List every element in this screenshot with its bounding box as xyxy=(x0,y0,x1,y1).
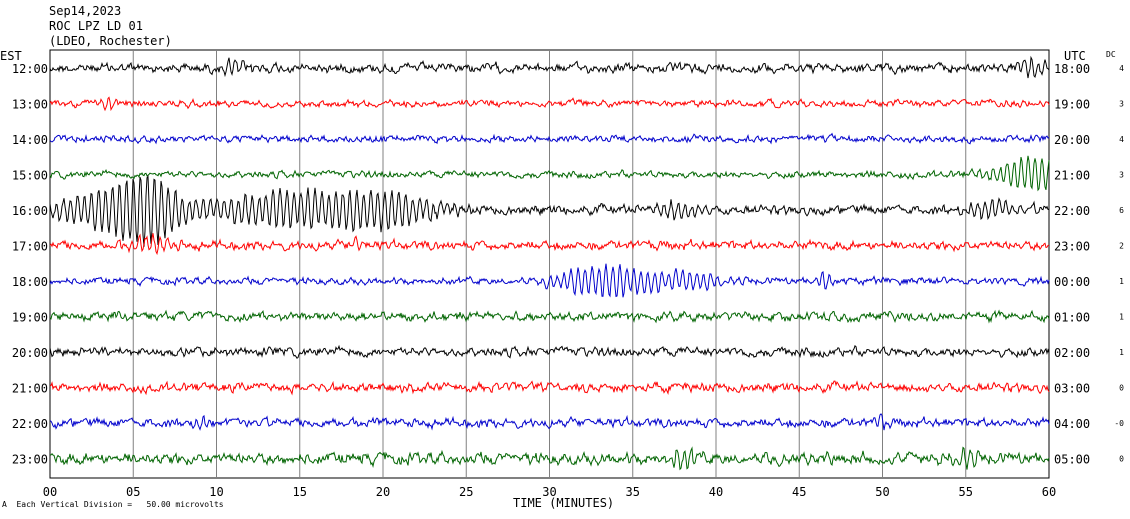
x-tick-label: 30 xyxy=(542,485,556,499)
dc-axis-title: DC xyxy=(1106,50,1116,59)
x-tick-label: 55 xyxy=(959,485,973,499)
utc-time-label: 03:00 xyxy=(1054,382,1090,396)
utc-time-label: 22:00 xyxy=(1054,204,1090,218)
x-tick-label: 60 xyxy=(1042,485,1056,499)
dc-offset-label: 2 xyxy=(1119,242,1124,251)
trace-line xyxy=(49,233,1050,256)
utc-time-label: 20:00 xyxy=(1054,133,1090,147)
utc-time-label: 18:00 xyxy=(1054,62,1090,76)
x-axis-label: TIME (MINUTES) xyxy=(513,496,614,510)
est-time-label: 14:00 xyxy=(12,133,48,147)
est-time-label: 15:00 xyxy=(12,169,48,183)
x-tick-label: 05 xyxy=(126,485,140,499)
trace-line xyxy=(49,55,1050,79)
dc-offset-label: 3 xyxy=(1119,100,1124,109)
trace-line xyxy=(49,155,1050,192)
trace-line xyxy=(49,132,1050,145)
trace-line xyxy=(49,380,1050,396)
est-time-label: 19:00 xyxy=(12,311,48,325)
utc-time-label: 04:00 xyxy=(1054,417,1090,431)
trace-line xyxy=(49,263,1050,298)
division-note-text: Each Vertical Division = 50.00 microvolt… xyxy=(16,500,224,509)
dc-offset-label: 1 xyxy=(1119,277,1124,286)
dc-offset-label: 0 xyxy=(1119,384,1124,393)
utc-time-label: 19:00 xyxy=(1054,98,1090,112)
trace-line xyxy=(49,174,1050,247)
trace-line xyxy=(49,413,1050,431)
dc-offset-label: 6 xyxy=(1119,206,1124,215)
x-tick-label: 50 xyxy=(875,485,889,499)
division-note: A Each Vertical Division = 50.00 microvo… xyxy=(2,500,224,509)
dc-offset-label: -0 xyxy=(1114,419,1124,428)
utc-axis-title: UTC xyxy=(1064,49,1086,63)
x-tick-label: 25 xyxy=(459,485,473,499)
est-time-label: 17:00 xyxy=(12,240,48,254)
network-label: (LDEO, Rochester) xyxy=(49,34,172,48)
x-tick-label: 10 xyxy=(209,485,223,499)
utc-time-label: 01:00 xyxy=(1054,311,1090,325)
axis-labels: EST UTC DC TIME (MINUTES) 00 05 10 15 20 25 30… xyxy=(0,49,1124,510)
x-tick-label: 15 xyxy=(293,485,307,499)
trace-line xyxy=(49,344,1050,359)
dc-offset-label: 1 xyxy=(1119,313,1124,322)
trace-line xyxy=(49,446,1050,471)
trace-line xyxy=(49,96,1050,112)
dc-offset-label: 3 xyxy=(1119,171,1124,180)
dc-offset-label: 1 xyxy=(1119,348,1124,357)
utc-time-label: 02:00 xyxy=(1054,346,1090,360)
dc-offset-label: 4 xyxy=(1119,64,1124,73)
est-time-label: 16:00 xyxy=(12,204,48,218)
x-tick-label: 35 xyxy=(626,485,640,499)
est-axis-title: EST xyxy=(0,49,22,63)
x-tick-label: 20 xyxy=(376,485,390,499)
dc-offset-label: 4 xyxy=(1119,135,1124,144)
x-tick-label: 40 xyxy=(709,485,723,499)
trace-line xyxy=(49,309,1050,324)
date-label: Sep14,2023 xyxy=(49,4,122,18)
x-tick-label: 00 xyxy=(43,485,57,499)
est-time-label: 23:00 xyxy=(12,453,48,467)
grid-lines xyxy=(49,49,1050,479)
est-time-label: 21:00 xyxy=(12,382,48,396)
seismic-traces xyxy=(49,55,1050,471)
utc-time-label: 05:00 xyxy=(1054,453,1090,467)
dc-offset-label: 0 xyxy=(1119,455,1124,464)
utc-time-label: 21:00 xyxy=(1054,169,1090,183)
utc-time-label: 00:00 xyxy=(1054,275,1090,289)
est-time-label: 18:00 xyxy=(12,275,48,289)
x-tick-label: 45 xyxy=(792,485,806,499)
est-time-label: 12:00 xyxy=(12,62,48,76)
corner-mark: A xyxy=(2,500,7,509)
est-time-label: 13:00 xyxy=(12,98,48,112)
est-time-label: 22:00 xyxy=(12,417,48,431)
station-label: ROC LPZ LD 01 xyxy=(49,19,143,33)
est-time-label: 20:00 xyxy=(12,346,48,360)
utc-time-label: 23:00 xyxy=(1054,240,1090,254)
